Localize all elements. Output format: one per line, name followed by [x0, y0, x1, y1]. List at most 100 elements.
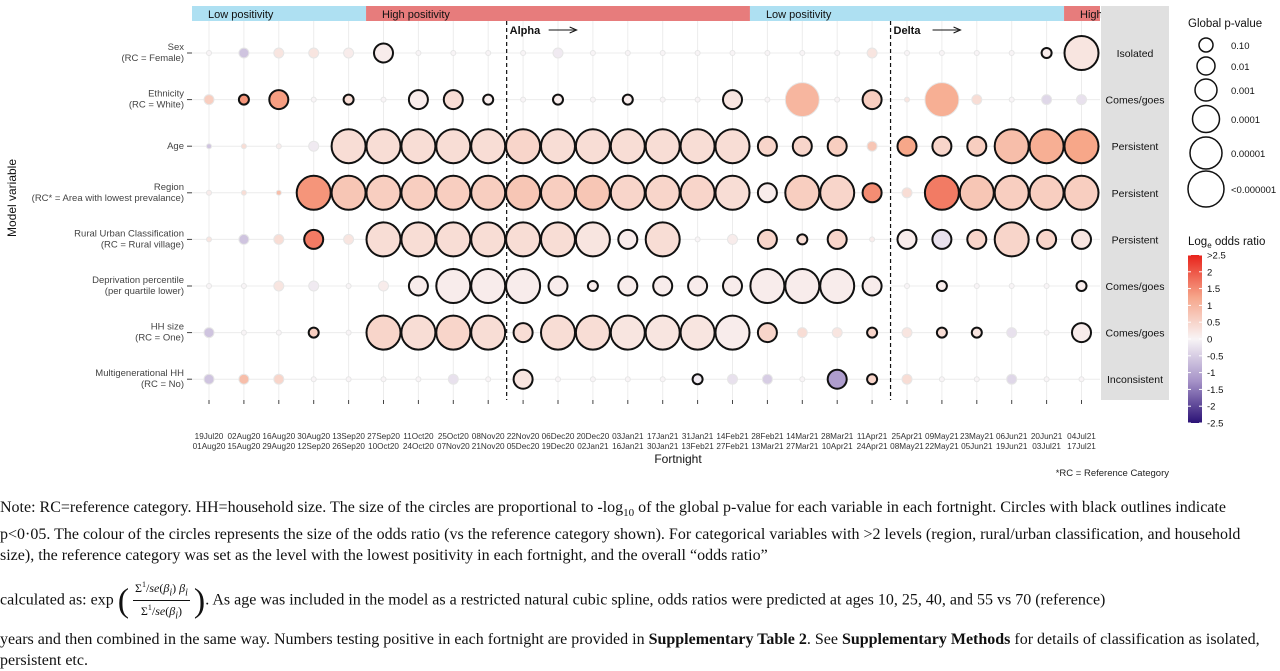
size-legend-circle-2	[1194, 78, 1218, 102]
colorbar-label-7: -1	[1207, 368, 1215, 379]
xtick-top-10: 06Dec20	[542, 432, 575, 441]
bubble-5-15	[722, 275, 743, 297]
bubble-7-19	[866, 373, 879, 386]
band-label-2: Low positivity	[766, 9, 832, 21]
bubble-6-25	[1071, 322, 1092, 344]
ylabel-rc-7: (RC = No)	[141, 379, 184, 390]
bubble-7-2	[273, 373, 285, 385]
bubble-4-12	[617, 228, 639, 250]
bubble-0-11	[589, 50, 596, 56]
bubble-0-15	[729, 50, 736, 56]
note-p2a: calculated as: exp	[0, 591, 114, 609]
bubble-0-23	[1008, 50, 1015, 56]
bubble-4-4	[343, 233, 355, 245]
bubble-1-3	[310, 96, 317, 103]
colorbar-label-10: -2.5	[1207, 419, 1223, 430]
bubble-4-7	[435, 221, 472, 258]
xtick-top-2: 16Aug20	[262, 432, 295, 441]
size-legend-label-3: 0.0001	[1231, 115, 1260, 126]
xtick-bottom-20: 08May21	[890, 442, 924, 451]
bubble-0-16	[764, 50, 771, 56]
bubble-7-4	[345, 376, 352, 383]
bubble-6-17	[796, 327, 808, 339]
bubble-7-14	[691, 373, 704, 386]
bubble-3-18	[819, 174, 856, 211]
bubble-3-22	[958, 174, 995, 211]
bubble-3-6	[400, 174, 437, 211]
xtick-top-12: 03Jan21	[612, 432, 644, 441]
bubble-7-8	[485, 376, 492, 383]
xtick-top-19: 11Apr21	[857, 432, 888, 441]
bubble-3-12	[609, 174, 646, 211]
bubble-0-2	[273, 47, 285, 59]
figure-note-formula-line: calculated as: exp ( Σ1/se(βi) βi Σ1/se(…	[0, 578, 1278, 624]
ylabel-name-2: Age	[167, 141, 184, 152]
bubble-4-23	[993, 221, 1030, 258]
size-legend-circle-0	[1198, 37, 1214, 53]
bubble-0-4	[343, 47, 355, 59]
size-legend-circle-5	[1187, 170, 1225, 208]
bubble-1-1	[237, 93, 250, 106]
bubble-5-3	[308, 280, 320, 292]
size-legend-title: Global p-value	[1188, 18, 1262, 30]
note-bold-supp-methods: Supplementary Methods	[841, 631, 1011, 648]
bubble-7-10	[555, 376, 561, 383]
xtick-top-8: 08Nov20	[472, 432, 505, 441]
bubble-3-14	[679, 174, 716, 211]
bubble-3-5	[365, 174, 402, 211]
formula-numerator: Σ1/se(βi) βi	[133, 578, 190, 602]
bubble-2-20	[896, 135, 918, 157]
bubble-6-3	[307, 326, 320, 339]
colorbar-label-4: 0.5	[1207, 318, 1220, 329]
bubble-3-19	[861, 182, 883, 204]
xtick-bottom-14: 13Feb21	[681, 442, 714, 451]
bubble-6-9	[512, 322, 534, 344]
bubble-0-20	[904, 50, 910, 56]
bubble-3-23	[993, 174, 1030, 211]
note-p3b: . See	[806, 631, 842, 648]
xtick-top-6: 11Oct20	[403, 432, 434, 441]
bubble-6-1	[240, 329, 247, 336]
color-legend-title-rest: odds ratio	[1212, 236, 1266, 248]
bubble-5-4	[345, 283, 352, 289]
xtick-top-23: 06Jun21	[996, 432, 1028, 441]
bubble-3-2	[275, 189, 282, 196]
bubble-0-1	[238, 47, 250, 59]
bubble-7-20	[901, 373, 913, 385]
bubble-0-12	[624, 50, 631, 56]
bubble-5-20	[904, 283, 910, 289]
bubble-4-11	[574, 221, 611, 258]
bubble-4-21	[931, 228, 953, 250]
ylabel-name-1: Ethnicity	[148, 89, 184, 100]
size-legend-circle-1	[1196, 56, 1216, 76]
xtick-top-24: 20Jun21	[1031, 432, 1063, 441]
bubble-5-7	[435, 268, 472, 304]
formula-open-paren: (	[117, 582, 130, 620]
band-label-0: Low positivity	[208, 9, 274, 21]
colorbar-label-2: 1.5	[1207, 284, 1220, 295]
bubble-6-19	[866, 326, 879, 339]
bubble-2-3	[308, 140, 320, 152]
band-2	[749, 6, 1065, 21]
bubble-4-17	[796, 233, 809, 246]
bubble-3-17	[784, 174, 821, 211]
bubble-7-5	[380, 376, 387, 383]
bubble-7-3	[310, 376, 317, 383]
bubble-7-21	[938, 376, 945, 383]
xtick-bottom-18: 10Apr21	[822, 442, 853, 451]
classification-6: Comes/goes	[1106, 328, 1165, 340]
bubble-2-21	[931, 135, 953, 157]
bubble-6-6	[400, 314, 437, 351]
xtick-top-13: 17Jan21	[647, 432, 679, 441]
bubble-1-25	[1076, 94, 1087, 106]
bubble-0-24	[1040, 47, 1053, 59]
band-label-3: High	[1080, 9, 1103, 21]
bubble-4-13	[644, 221, 681, 258]
xtick-bottom-11: 02Jan21	[577, 442, 609, 451]
bubble-1-5	[380, 96, 387, 103]
size-legend-circle-4	[1189, 136, 1223, 170]
bubble-0-0	[206, 50, 212, 56]
bubble-1-20	[904, 96, 910, 103]
bubble-7-0	[203, 373, 215, 385]
note-p3a: years and then combined in the same way.…	[0, 631, 649, 648]
